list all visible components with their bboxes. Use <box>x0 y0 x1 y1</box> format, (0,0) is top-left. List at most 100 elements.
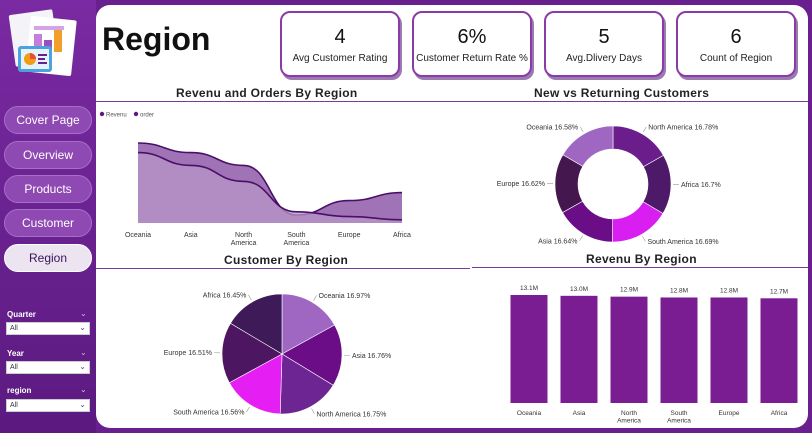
new-returning-chart-title: New vs Returning Customers <box>534 86 710 100</box>
report-canvas: Region 4 Avg Customer Rating 6% Customer… <box>96 5 808 428</box>
leader-line <box>642 236 646 242</box>
bar-oceania[interactable] <box>510 295 548 403</box>
kpi-label: Avg.Dlivery Days <box>566 53 642 64</box>
region-filter-select[interactable]: All ⌄ <box>6 399 90 412</box>
leader-line <box>579 126 584 133</box>
chevron-down-icon: ⌄ <box>79 362 86 371</box>
chevron-down-icon: ⌄ <box>79 323 86 332</box>
data-label: Asia 16.64% <box>538 238 577 245</box>
region-filter-value: All <box>10 402 18 409</box>
slice-south-america[interactable] <box>228 353 283 415</box>
year-filter-select[interactable]: All ⌄ <box>6 361 90 374</box>
slice-asia[interactable] <box>281 324 343 386</box>
x-tick-label: North America <box>617 410 641 425</box>
x-tick-label: Asia <box>184 232 198 239</box>
x-tick-label: Europe <box>719 410 740 417</box>
quarter-filter-value: All <box>10 325 18 332</box>
bar-north-america[interactable] <box>610 296 648 403</box>
x-tick-label: Oceania <box>517 410 542 417</box>
data-label: 12.9M <box>620 287 638 294</box>
quarter-filter-label: Quarter <box>7 310 36 319</box>
x-tick-label: North America <box>231 232 257 247</box>
data-label: Europe 16.62% <box>497 181 545 188</box>
chevron-down-icon: ⌄ <box>79 400 86 409</box>
data-label: South America 16.56% <box>173 409 244 416</box>
page-title: Region <box>102 21 211 57</box>
x-tick-label: Africa <box>393 232 411 239</box>
revenue-orders-area-chart[interactable]: Revenu order Oceania Asia North America South A… <box>96 105 470 255</box>
right-section-divider <box>472 267 808 268</box>
data-label: Asia 16.76% <box>352 353 391 360</box>
slice-north-america[interactable] <box>279 353 334 415</box>
kpi-label: Customer Return Rate % <box>416 53 528 64</box>
data-label: 12.7M <box>770 288 788 295</box>
leader-line <box>579 235 583 241</box>
area-order[interactable] <box>138 152 402 223</box>
kpi-card-delivery-days: 5 Avg.Dlivery Days <box>544 11 664 77</box>
x-tick-label: Europe <box>338 232 361 239</box>
chart-legend: Revenu order <box>99 111 154 119</box>
quarter-filter-select[interactable]: All ⌄ <box>6 322 90 335</box>
data-label: Oceania 16.58% <box>526 124 578 131</box>
line-order[interactable] <box>137 151 403 221</box>
x-tick-label: South America <box>667 410 691 425</box>
data-label: North America 16.75% <box>316 411 386 418</box>
customer-region-pie-chart[interactable]: Oceania 16.97% Asia 16.76% North America 1… <box>96 271 470 428</box>
year-filter-label: Year <box>7 349 24 358</box>
legend-marker <box>133 111 139 117</box>
x-tick-label: Oceania <box>125 232 151 239</box>
bar-africa[interactable] <box>760 298 798 403</box>
bar-europe[interactable] <box>710 297 748 403</box>
bar-south-america[interactable] <box>660 297 698 403</box>
nav-overview-button[interactable]: Overview <box>4 141 92 169</box>
kpi-card-avg-rating: 4 Avg Customer Rating <box>280 11 400 77</box>
kpi-card-region-count: 6 Count of Region <box>676 11 796 77</box>
slice-oceania[interactable] <box>562 125 614 167</box>
legend-marker <box>99 111 105 117</box>
chevron-down-icon[interactable]: ⌄ <box>80 385 87 394</box>
data-label: North America 16.78% <box>648 124 718 131</box>
data-label: 13.0M <box>570 286 588 293</box>
slice-oceania[interactable] <box>281 293 335 355</box>
sidebar: Cover Page Overview Products Customer Re… <box>0 0 96 433</box>
kpi-value: 6 <box>730 26 742 48</box>
data-label: Oceania 16.97% <box>319 293 371 300</box>
nav-cover-page-button[interactable]: Cover Page <box>4 106 92 134</box>
kpi-label: Count of Region <box>699 53 773 64</box>
legend-label: order <box>140 113 154 119</box>
kpi-card-return-rate: 6% Customer Return Rate % <box>412 11 532 77</box>
new-returning-donut-chart[interactable]: North America 16.78% Africa 16.7% South Am… <box>472 105 808 255</box>
leader-line <box>246 406 250 413</box>
data-label: Europe 16.51% <box>164 350 212 357</box>
leader-line <box>311 408 315 414</box>
header-divider <box>96 101 808 102</box>
data-label: Africa 16.7% <box>681 182 721 189</box>
x-tick-label: Africa <box>771 410 788 417</box>
region-filter-label: region <box>7 386 32 395</box>
kpi-value: 5 <box>598 26 610 48</box>
slice-europe[interactable] <box>221 322 283 384</box>
legend-label: Revenu <box>106 113 127 119</box>
slice-africa[interactable] <box>230 293 283 355</box>
leader-line <box>313 295 317 301</box>
report-logo-icon <box>8 9 77 77</box>
line-revenu[interactable] <box>137 142 403 216</box>
revenue-region-chart-title: Revenu By Region <box>586 252 697 266</box>
nav-customer-button[interactable]: Customer <box>4 209 92 237</box>
nav-region-button[interactable]: Region <box>4 244 92 272</box>
bar-asia[interactable] <box>560 295 598 403</box>
left-section-divider <box>96 268 470 269</box>
x-tick-label: South America <box>284 232 310 247</box>
chevron-down-icon[interactable]: ⌄ <box>80 348 87 357</box>
nav-products-button[interactable]: Products <box>4 175 92 203</box>
leader-line <box>642 126 647 133</box>
chevron-down-icon[interactable]: ⌄ <box>80 309 87 318</box>
customer-region-chart-title: Customer By Region <box>224 253 349 267</box>
revenue-region-bar-chart[interactable]: 13.1M Oceania 13.0M Asia 12.9M North America 12… <box>472 269 808 428</box>
data-label: South America 16.69% <box>647 239 718 246</box>
revenue-orders-chart-title: Revenu and Orders By Region <box>176 86 358 100</box>
data-label: 12.8M <box>720 287 738 294</box>
kpi-label: Avg Customer Rating <box>292 53 388 64</box>
leader-line <box>248 294 252 301</box>
data-label: Africa 16.45% <box>203 292 247 299</box>
